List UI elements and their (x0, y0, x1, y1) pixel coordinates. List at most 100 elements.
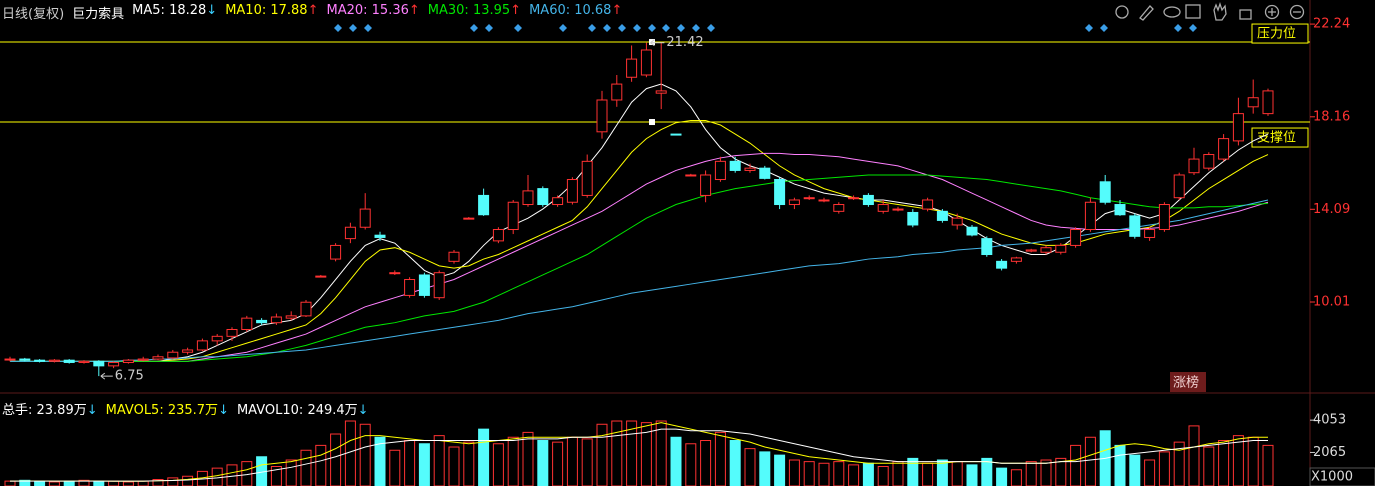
volume-bar (78, 479, 90, 486)
mavol-line (10, 428, 1268, 482)
signal (648, 24, 656, 32)
volume-bar (1025, 461, 1037, 486)
legend-item: MA20: 15.36↑ (326, 3, 419, 22)
zoom-out-icon[interactable] (1289, 4, 1305, 20)
volume-bar (448, 446, 460, 486)
y-tick-label: 4053 (1313, 413, 1346, 428)
volume-bar (1158, 451, 1170, 486)
candle-body (389, 272, 401, 275)
lock-icon[interactable] (1239, 9, 1252, 20)
volume-bar (1203, 446, 1215, 486)
candle-body (4, 358, 16, 361)
candle-body (492, 229, 504, 242)
volume-bar (315, 444, 327, 486)
volume-bar (907, 457, 919, 486)
volume-bar (788, 459, 800, 486)
volume-bar (537, 440, 549, 486)
legend-item: MAVOL10: 249.4万↓ (237, 399, 369, 418)
candle-body (1114, 204, 1126, 216)
candle-body (537, 188, 549, 206)
volume-bar (167, 477, 179, 486)
candle-body (1070, 229, 1082, 246)
volume-bar (596, 423, 608, 486)
volume-bar (981, 457, 993, 486)
signal (618, 24, 626, 32)
volume-bar (1247, 436, 1259, 486)
candle-body (285, 315, 297, 319)
legend-item: MA60: 10.68↑ (529, 3, 622, 22)
volume-bar (1070, 444, 1082, 486)
candle-body (122, 359, 134, 363)
hand-icon[interactable] (1213, 1, 1227, 21)
volume-bar (182, 475, 194, 486)
candle-body (182, 349, 194, 353)
eye-icon[interactable] (1163, 6, 1181, 18)
candle-body (966, 226, 978, 236)
high-label: 21.42 (666, 35, 703, 50)
candle-body (581, 160, 593, 196)
candle-body (19, 358, 31, 361)
volume-bar (729, 440, 741, 486)
candle-body (907, 211, 919, 226)
candle-body (1173, 174, 1185, 199)
candle-body (300, 301, 312, 317)
legend-label: MA5: 18.28 (132, 3, 207, 18)
volume-bar (522, 431, 534, 486)
volume-bar (833, 461, 845, 486)
volume-bar (685, 443, 697, 486)
ma-line (10, 152, 1269, 362)
signal (514, 24, 522, 32)
candle-body (507, 201, 519, 231)
volume-bar (374, 436, 386, 486)
volume-bar (552, 441, 564, 486)
legend-arrow: ↓ (357, 403, 369, 418)
candle-body (862, 194, 874, 206)
signal (1189, 24, 1197, 32)
candle-body (315, 275, 327, 278)
volume-bar (404, 440, 416, 486)
volume-bar (1144, 459, 1156, 486)
volume-bar (463, 441, 475, 486)
candle-body (1262, 90, 1274, 115)
candle-body (211, 335, 223, 342)
legend-arrow: ↓ (218, 403, 229, 418)
unit-box (1309, 467, 1375, 486)
candle-body (167, 351, 179, 359)
volume-bar (655, 420, 667, 486)
volume-bar (996, 467, 1008, 486)
legend-arrow: ↑ (408, 3, 420, 18)
signal (364, 24, 372, 32)
candle-body (241, 317, 253, 331)
annotation-arrow (650, 39, 665, 47)
candle-body (1055, 244, 1067, 253)
reference-label-box (1251, 23, 1309, 44)
zoom-in-icon[interactable] (1264, 4, 1280, 20)
legend-item: 总手: 23.89万↓ (2, 399, 98, 418)
candle-body (922, 199, 934, 210)
reference-label: 支撑位 (1257, 131, 1296, 146)
candle-body (63, 359, 75, 363)
candle-body (1084, 201, 1096, 231)
volume-bar (300, 449, 312, 486)
window-icon[interactable] (1185, 4, 1201, 19)
candle-body (714, 160, 726, 181)
settings-icon[interactable] (1115, 5, 1129, 19)
volume-bar (774, 454, 786, 486)
candle-body (996, 260, 1008, 269)
volume-bar (936, 459, 948, 486)
legend-item: MA5: 18.28↓ (132, 3, 217, 22)
volume-bar (4, 480, 16, 486)
reference-label: 压力位 (1257, 27, 1296, 42)
annotation-arrow (100, 372, 113, 380)
legend-label: 总手: 23.89万 (2, 403, 87, 418)
candle-body (463, 217, 475, 220)
draw-icon[interactable] (1139, 5, 1154, 21)
ma-line (10, 199, 1269, 362)
candle-body (344, 226, 356, 240)
legend-arrow: ↑ (611, 3, 623, 18)
volume-bar (48, 481, 60, 486)
candle-body (744, 167, 756, 171)
signal (485, 24, 493, 32)
volume-legend: 总手: 23.89万↓ MAVOL5: 235.7万↓ MAVOL10: 249.4… (2, 399, 369, 418)
volume-bar (803, 461, 815, 486)
